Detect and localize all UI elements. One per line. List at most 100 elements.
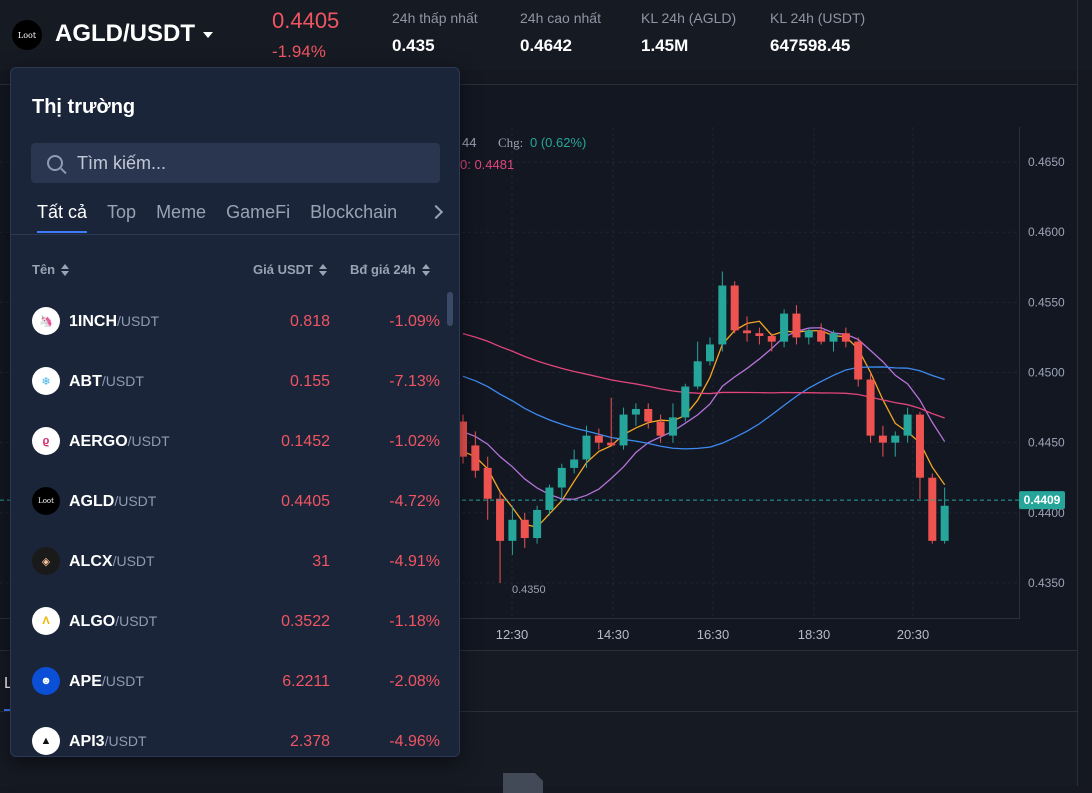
stat-label: KL 24h (USDT) xyxy=(770,10,866,26)
last-price-tag-text: 0.4409 xyxy=(1024,493,1061,507)
coin-price: 2.378 xyxy=(289,733,330,750)
list-item[interactable]: ▲ API3/USDT 2.378 -4.96% xyxy=(11,712,459,756)
stat-value: 1.45M xyxy=(641,36,689,55)
abt-icon: ❄ xyxy=(32,367,60,395)
coin-change: -7.13% xyxy=(389,373,440,390)
list-item[interactable]: ϱ AERGO/USDT 0.1452 -1.02% xyxy=(11,412,459,472)
tab-gamefi[interactable]: GameFi xyxy=(226,202,291,222)
list-item[interactable]: ❄ ABT/USDT 0.155 -7.13% xyxy=(11,352,459,412)
x-tick-label: 12:30 xyxy=(496,627,529,642)
tab-blockchain[interactable]: Blockchain xyxy=(310,202,398,222)
coin-symbol: ALCX/USDT xyxy=(69,553,155,570)
market-list: 🦄 1INCH/USDT 0.818 -1.09% ❄ ABT/USDT 0.155 -7.1… xyxy=(11,292,459,756)
stat-label: 24h cao nhất xyxy=(520,10,601,26)
last-price-tag xyxy=(1019,491,1065,510)
chevron-down-icon xyxy=(203,32,213,38)
list-item[interactable]: Λ ALGO/USDT 0.3522 -1.18% xyxy=(11,592,459,652)
price-axis-border xyxy=(1019,127,1020,619)
candle-body xyxy=(730,285,739,331)
x-tick-label: 14:30 xyxy=(597,627,630,642)
coin-change: -4.91% xyxy=(389,553,440,570)
y-tick-label: 0.4600 xyxy=(1028,225,1065,239)
column-name-label: Tên xyxy=(32,262,56,277)
tab-top[interactable]: Top xyxy=(107,202,137,222)
list-item[interactable]: Loot AGLD/USDT 0.4405 -4.72% xyxy=(11,472,459,532)
ma-short-line xyxy=(462,320,946,528)
column-price-header[interactable]: Giá USDT xyxy=(253,262,327,277)
candle-body xyxy=(718,285,727,345)
column-price-label: Giá USDT xyxy=(253,262,313,277)
candle-body xyxy=(928,477,937,541)
search-box[interactable] xyxy=(31,143,440,183)
aergo-icon: ϱ xyxy=(32,427,60,455)
candle-body xyxy=(508,519,517,541)
chevron-right-icon[interactable] xyxy=(428,204,444,220)
candle-body xyxy=(459,421,467,457)
stat-value: 647598.45 xyxy=(770,36,851,55)
price-axis: 0.4650 0.4600 0.4550 0.4500 0.4450 0.4400 0.43… xyxy=(1028,155,1065,590)
x-tick-label: 20:30 xyxy=(897,627,930,642)
candle-body xyxy=(533,509,542,539)
tabs-divider xyxy=(11,234,459,235)
candle-body xyxy=(743,330,752,334)
x-tick-label: 16:30 xyxy=(697,627,730,642)
ma-long-line xyxy=(462,366,945,450)
legend-ma-value: 0: 0.4481 xyxy=(460,157,514,172)
candle-body xyxy=(755,333,764,337)
coin-price: 0.818 xyxy=(289,313,330,330)
coin-symbol: ABT/USDT xyxy=(69,373,144,390)
search-input[interactable] xyxy=(77,152,397,174)
candle-body xyxy=(767,336,776,342)
pair-label: AGLD/USDT xyxy=(55,20,195,47)
y-tick-label: 0.4500 xyxy=(1028,366,1065,380)
candle-body xyxy=(915,414,924,478)
stat-label: KL 24h (AGLD) xyxy=(641,10,737,26)
coin-price: 0.1452 xyxy=(281,433,330,450)
panel-title: Thị trường xyxy=(32,96,136,118)
candle-body xyxy=(594,435,603,443)
list-item[interactable]: 🦄 1INCH/USDT 0.818 -1.09% xyxy=(11,292,459,352)
low-price-marker: 0.4350 xyxy=(512,584,546,596)
right-divider xyxy=(1077,0,1078,786)
candle-body xyxy=(854,341,863,380)
search-icon xyxy=(47,155,63,171)
y-tick-label: 0.4400 xyxy=(1028,506,1065,520)
candle-body xyxy=(817,330,826,342)
legend-fragment: 44 xyxy=(462,135,476,150)
y-tick-label: 0.4650 xyxy=(1028,155,1065,169)
candle-body xyxy=(570,459,579,468)
tab-all[interactable]: Tất cả xyxy=(37,202,88,233)
coin-price: 6.2211 xyxy=(282,673,330,690)
coin-price: 0.4405 xyxy=(281,493,330,510)
candle-body xyxy=(780,313,789,342)
legend-chg-value: 0 (0.62%) xyxy=(530,135,586,150)
sort-icon xyxy=(421,263,430,276)
y-tick-label: 0.4350 xyxy=(1028,576,1065,590)
list-item[interactable]: ☻ APE/USDT 6.2211 -2.08% xyxy=(11,652,459,712)
column-change-label: Bđ giá 24h xyxy=(350,262,416,277)
list-item[interactable]: ◈ ALCX/USDT 31 -4.91% xyxy=(11,532,459,592)
moving-average-lines xyxy=(462,320,946,528)
last-price: 0.4405 xyxy=(272,8,340,33)
bottom-tab[interactable]: L xyxy=(4,675,13,692)
market-header: Loot AGLD/USDT 0.4405 -1.94% 24h thấp nh… xyxy=(0,0,1092,70)
coin-symbol: AERGO/USDT xyxy=(69,433,170,450)
candle-body xyxy=(607,442,616,446)
candle-body xyxy=(681,386,690,418)
column-change-header[interactable]: Bđ giá 24h xyxy=(350,262,430,277)
time-axis-border xyxy=(0,618,1019,619)
candle-body xyxy=(631,408,640,415)
scrollbar-thumb[interactable] xyxy=(447,292,453,326)
coin-change: -4.72% xyxy=(389,493,440,510)
tab-meme[interactable]: Meme xyxy=(156,202,207,222)
pair-selector[interactable]: AGLD/USDT xyxy=(55,20,213,48)
candle-body xyxy=(619,414,628,446)
candle-body xyxy=(582,435,591,460)
column-name-header[interactable]: Tên xyxy=(32,262,70,277)
candle-body xyxy=(545,487,554,510)
bottom-tab-indicator xyxy=(4,709,12,712)
candle-body xyxy=(829,333,838,342)
coin-symbol: APE/USDT xyxy=(69,673,144,690)
ape-icon: ☻ xyxy=(32,667,60,695)
candle-body xyxy=(656,421,665,436)
